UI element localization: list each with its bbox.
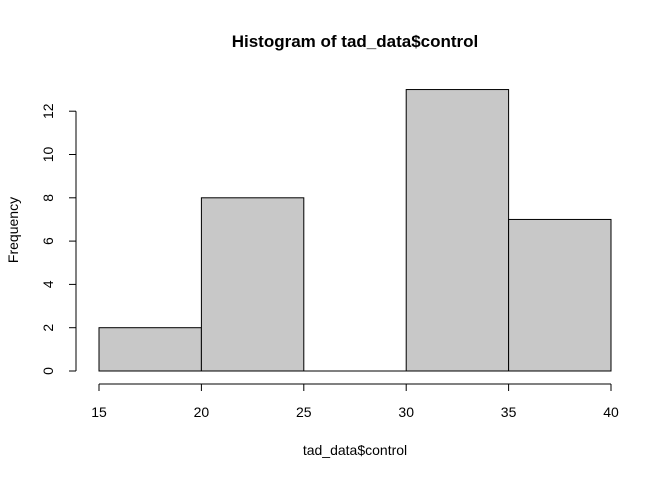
y-tick-label: 4 (40, 280, 56, 288)
bars-layer (98, 89, 612, 372)
y-tick-label: 8 (40, 194, 56, 202)
x-tick-label: 20 (194, 404, 210, 420)
y-tick-label: 2 (40, 324, 56, 332)
y-tick-label: 12 (40, 103, 56, 119)
histogram-bar-3 (405, 89, 510, 372)
x-tick-label: 15 (91, 404, 107, 420)
histogram-bar-1 (200, 197, 305, 372)
x-axis-label: tad_data$control (303, 442, 407, 458)
chart-title: Histogram of tad_data$control (232, 32, 479, 51)
y-axis-label: Frequency (5, 197, 21, 263)
histogram-bar-4 (508, 218, 612, 372)
x-tick-label: 35 (501, 404, 517, 420)
y-tick-label: 0 (40, 367, 56, 375)
x-axis: 15 20 25 30 35 40 (91, 383, 619, 420)
histogram-bar-0 (98, 327, 202, 372)
x-tick-label: 25 (296, 404, 312, 420)
y-axis: 0 2 4 6 8 10 12 (40, 103, 77, 375)
x-tick-label: 40 (603, 404, 619, 420)
y-tick-label: 6 (40, 237, 56, 245)
y-tick-label: 10 (40, 147, 56, 163)
x-tick-label: 30 (398, 404, 414, 420)
